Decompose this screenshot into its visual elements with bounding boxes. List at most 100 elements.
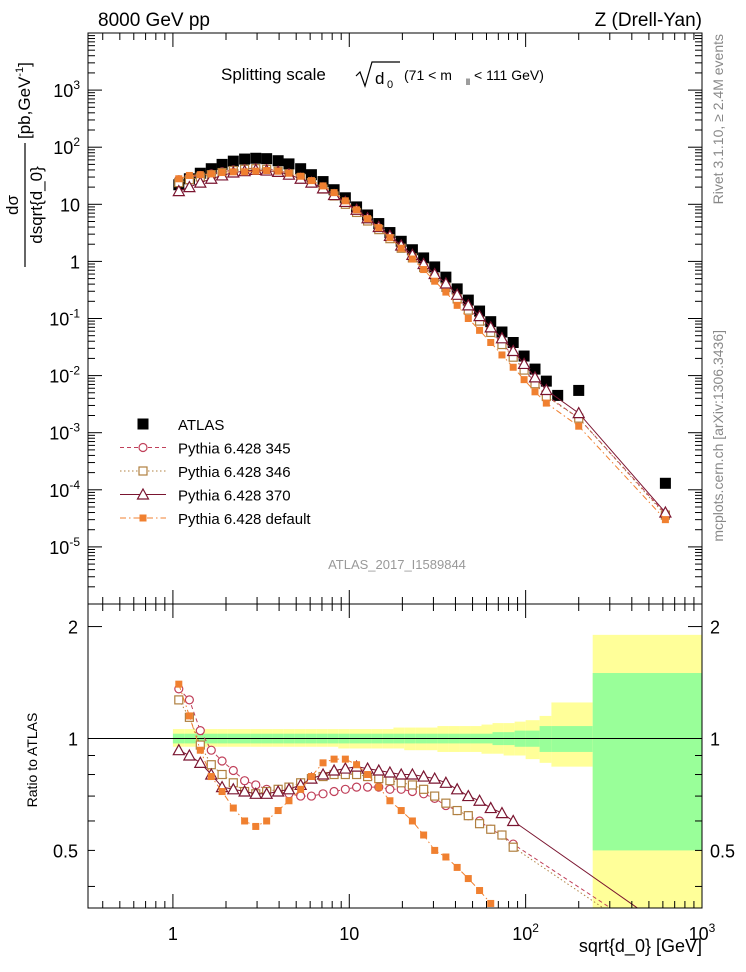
data-point xyxy=(305,169,317,181)
data-point xyxy=(138,442,148,453)
plot-title-text: Splitting scale xyxy=(221,65,326,84)
data-point xyxy=(185,171,193,179)
data-point xyxy=(386,234,394,242)
data-point xyxy=(216,158,228,170)
data-point xyxy=(506,344,520,357)
data-point xyxy=(175,175,183,183)
data-point xyxy=(319,182,327,190)
data-point xyxy=(539,383,553,396)
data-point xyxy=(196,746,204,754)
bottom-ylabel: Ratio to ATLAS xyxy=(24,713,40,808)
data-point xyxy=(407,780,418,790)
plot-title-range-sub: ll xyxy=(466,77,470,87)
data-point xyxy=(218,788,226,796)
y-tick-label-base: 10 xyxy=(49,367,69,387)
data-point xyxy=(340,784,350,794)
y-tick-label-right: 2 xyxy=(710,618,720,638)
data-point xyxy=(431,277,439,285)
data-point xyxy=(461,789,475,802)
data-point xyxy=(252,167,260,175)
data-point xyxy=(330,755,338,763)
y-tick-label-base: 10 xyxy=(53,138,73,158)
data-point xyxy=(297,172,305,180)
data-point xyxy=(295,163,307,175)
data-point xyxy=(364,771,372,779)
series-line xyxy=(178,167,666,515)
data-point xyxy=(261,153,273,165)
data-point xyxy=(397,807,405,815)
data-point xyxy=(450,782,464,795)
data-point xyxy=(182,748,196,761)
x-tick-label: 1 xyxy=(168,924,178,944)
data-point xyxy=(453,863,461,871)
data-point xyxy=(487,338,495,346)
data-point xyxy=(441,798,451,808)
mcplots-label: mcplots.cern.ch [arXiv:1306.3436] xyxy=(710,330,726,542)
data-point xyxy=(375,224,383,232)
data-point xyxy=(397,244,405,252)
ylabel-unit-main: [pb,GeV xyxy=(15,76,34,139)
x-tick-label-exp: 2 xyxy=(532,921,539,935)
data-point xyxy=(240,776,250,786)
stat-band xyxy=(539,726,552,752)
data-point xyxy=(375,783,383,791)
legend-label: Pythia 6.428 370 xyxy=(178,488,291,505)
data-point xyxy=(226,782,240,795)
y-tick-label: 10-3 xyxy=(49,421,80,444)
plot-title-sub: 0 xyxy=(387,79,393,91)
data-point xyxy=(442,853,450,861)
data-point xyxy=(175,680,183,688)
analysis-id: ATLAS_2017_I1589844 xyxy=(328,557,466,572)
data-point xyxy=(327,763,341,776)
ratio-series xyxy=(172,680,639,908)
legend: ATLAS Pythia 6.428 345 Pythia 6.428 346 Pyt… xyxy=(120,417,311,528)
data-point xyxy=(205,163,217,175)
data-point xyxy=(316,767,330,780)
y-tick-label: 10 xyxy=(60,195,80,215)
data-point xyxy=(464,315,472,322)
data-point xyxy=(484,320,498,333)
data-point xyxy=(193,175,207,188)
data-point xyxy=(263,817,271,825)
data-point xyxy=(353,761,361,769)
data-point xyxy=(450,288,464,300)
data-point xyxy=(428,771,442,784)
y-tick-label: 0.5 xyxy=(53,841,78,861)
legend-item: Pythia 6.428 345 xyxy=(120,441,291,458)
sqrt-sign xyxy=(355,61,400,88)
y-tick-label: 2 xyxy=(68,618,78,638)
data-point xyxy=(575,422,583,430)
x-axis-label: sqrt{d_0} [GeV] xyxy=(579,936,702,957)
data-point xyxy=(473,309,487,322)
stat-band xyxy=(592,673,702,851)
x-tick-label: 103 xyxy=(689,921,716,944)
data-point xyxy=(297,785,305,793)
data-point xyxy=(528,370,542,383)
data-point xyxy=(283,158,295,170)
x-tick-label: 102 xyxy=(512,921,539,944)
data-point xyxy=(518,350,530,362)
data-point xyxy=(474,819,485,829)
legend-label: Pythia 6.428 346 xyxy=(178,464,291,481)
data-point xyxy=(338,761,352,774)
data-point xyxy=(218,169,226,177)
data-point xyxy=(487,899,495,907)
data-point xyxy=(508,842,518,852)
data-point xyxy=(542,399,550,407)
data-point xyxy=(285,797,293,805)
data-point xyxy=(139,514,147,522)
plot-title-range-b: < 111 GeV) xyxy=(474,67,544,83)
data-point xyxy=(239,153,251,165)
data-point xyxy=(229,804,237,812)
y-tick-label: 10-4 xyxy=(49,478,80,501)
bottom-plot-content xyxy=(88,634,702,908)
data-point xyxy=(529,363,541,375)
data-point xyxy=(372,763,386,776)
legend-label: Pythia 6.428 default xyxy=(178,511,311,528)
data-point xyxy=(307,773,315,781)
data-point xyxy=(405,767,419,780)
ylabel-num: dσ xyxy=(3,195,22,215)
data-point xyxy=(374,774,384,784)
data-point xyxy=(464,875,472,883)
data-point xyxy=(317,176,329,188)
